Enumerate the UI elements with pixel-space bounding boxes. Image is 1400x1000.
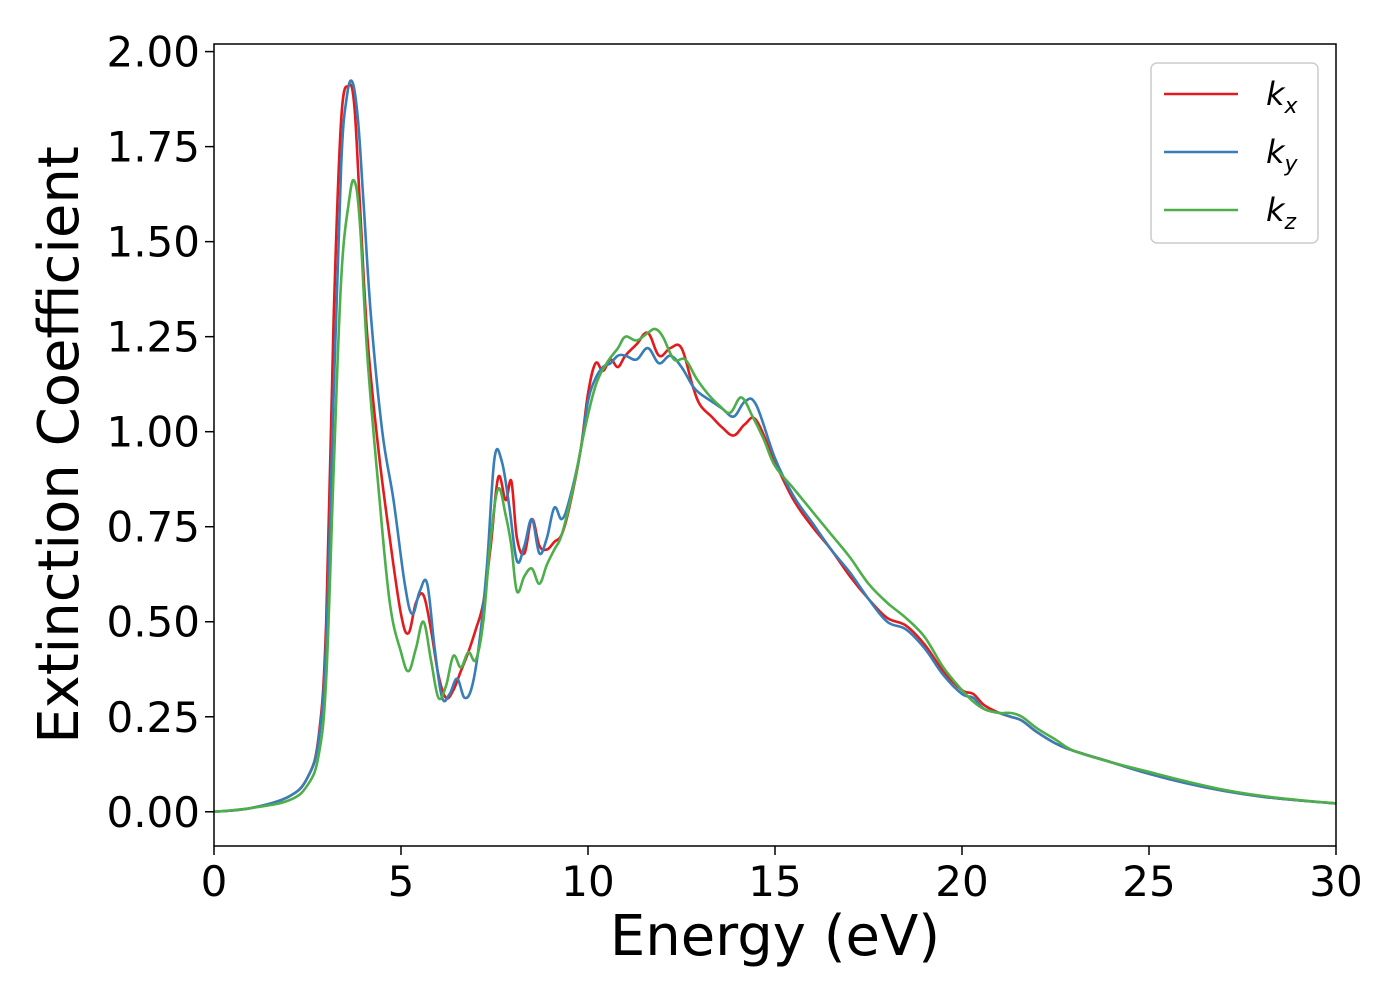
y-axis-title: Extinction Coefficient	[27, 146, 92, 744]
y-axis: 0.00 0.25 0.50 0.75 1.00 1.25 1.50 1.75 2.00	[106, 28, 214, 837]
legend-label-k-x: kx	[1266, 75, 1299, 119]
x-tick-label: 25	[1122, 857, 1175, 906]
y-tick-label: 0.75	[106, 503, 200, 552]
x-axis: 0 5 10 15 20 25 30	[201, 846, 1363, 906]
series-line-k-z	[214, 178, 1336, 814]
series-line-k-x	[214, 83, 1336, 814]
y-tick-label: 0.50	[106, 598, 200, 647]
y-tick-label: 1.25	[106, 313, 200, 362]
series-layer	[214, 79, 1336, 814]
y-tick-label: 1.50	[106, 218, 200, 267]
x-tick-label: 30	[1309, 857, 1362, 906]
y-tick-label: 0.25	[106, 693, 200, 742]
x-tick-label: 10	[561, 857, 614, 906]
x-tick-label: 15	[748, 857, 801, 906]
x-tick-label: 0	[201, 857, 228, 906]
x-tick-label: 20	[935, 857, 988, 906]
x-tick-label: 5	[388, 857, 415, 906]
legend: kx ky kz	[1150, 62, 1319, 244]
legend-label-k-z: kz	[1266, 191, 1297, 235]
y-tick-label: 2.00	[106, 28, 200, 77]
y-tick-label: 1.00	[106, 408, 200, 457]
legend-label-k-y: ky	[1266, 133, 1299, 177]
y-tick-label: 0.00	[106, 788, 200, 837]
series-line-k-y	[214, 79, 1336, 814]
x-axis-title: Energy (eV)	[610, 904, 940, 969]
y-tick-label: 1.75	[106, 123, 200, 172]
